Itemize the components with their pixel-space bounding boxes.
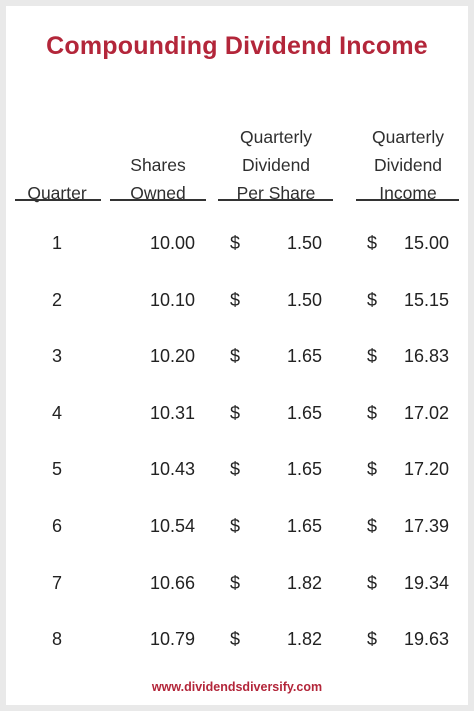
cell-income-currency: $ [367,629,378,649]
cell-shares: 10.79 [149,629,195,649]
cell-income: 19.63 [403,629,449,649]
cell-dividend-currency: $ [230,516,241,536]
cell-dividend-currency: $ [230,233,241,253]
page-title: Compounding Dividend Income [46,32,428,60]
cell-income-currency: $ [367,516,378,536]
header-income-line-1: Quarterly [372,127,444,147]
cell-income: 17.39 [403,516,449,536]
cell-shares: 10.54 [149,516,195,536]
cell-income: 17.20 [403,459,449,479]
header-quarter: Quarter [14,179,100,207]
cell-quarter: 7 [51,573,62,593]
header-dividend-line-3: Per Share [236,183,316,203]
cell-income-currency: $ [367,233,378,253]
cell-dividend: 1.65 [286,459,322,479]
cell-income: 19.34 [403,573,449,593]
cell-shares: 10.10 [149,290,195,310]
cell-dividend: 1.82 [286,573,322,593]
cell-quarter: 3 [51,346,62,366]
cell-income-currency: $ [367,403,378,423]
cell-dividend: 1.65 [286,346,322,366]
cell-shares: 10.00 [149,233,195,253]
header-dividend: Quarterly Dividend Per Share [218,123,334,207]
header-rule-dividend [218,199,333,201]
cell-dividend: 1.65 [286,403,322,423]
header-quarter-line-1: Quarter [27,183,87,203]
cell-dividend: 1.65 [286,516,322,536]
cell-dividend-currency: $ [230,459,241,479]
cell-income: 15.00 [403,233,449,253]
cell-shares: 10.20 [149,346,195,366]
cell-quarter: 8 [51,629,62,649]
cell-dividend-currency: $ [230,290,241,310]
header-dividend-line-1: Quarterly [240,127,312,147]
cell-quarter: 5 [51,459,62,479]
cell-shares: 10.66 [149,573,195,593]
cell-dividend-currency: $ [230,573,241,593]
cell-dividend-currency: $ [230,346,241,366]
cell-shares: 10.31 [149,403,195,423]
cell-dividend-currency: $ [230,629,241,649]
cell-income: 15.15 [403,290,449,310]
document-card: Compounding Dividend Income Quarter Shar… [6,6,468,705]
cell-income-currency: $ [367,346,378,366]
cell-income-currency: $ [367,290,378,310]
header-rule-shares [110,199,206,201]
header-income-line-2: Dividend [373,155,443,175]
header-rule-income [356,199,459,201]
cell-dividend: 1.50 [286,233,322,253]
header-income-line-3: Income [379,183,437,203]
cell-quarter: 2 [51,290,62,310]
header-income: Quarterly Dividend Income [356,123,460,207]
cell-dividend: 1.82 [286,629,322,649]
header-shares-line-2: Owned [130,183,186,203]
cell-dividend: 1.50 [286,290,322,310]
cell-income-currency: $ [367,573,378,593]
header-rule-quarter [15,199,101,201]
header-shares: Shares Owned [110,151,206,207]
cell-dividend-currency: $ [230,403,241,423]
cell-quarter: 4 [51,403,62,423]
footer-url[interactable]: www.dividendsdiversify.com [151,680,323,694]
cell-income-currency: $ [367,459,378,479]
header-shares-line-1: Shares [130,155,186,175]
cell-quarter: 6 [51,516,62,536]
cell-income: 16.83 [403,346,449,366]
header-dividend-line-2: Dividend [241,155,311,175]
cell-quarter: 1 [51,233,62,253]
cell-shares: 10.43 [149,459,195,479]
cell-income: 17.02 [403,403,449,423]
